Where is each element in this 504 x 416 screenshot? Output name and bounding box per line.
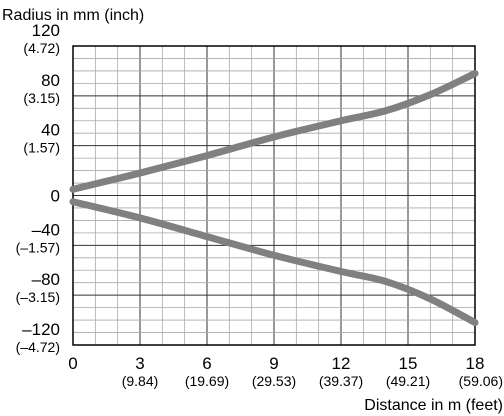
x-tick: 12(39.37) [319, 354, 363, 389]
y-tick-label: 120 [32, 21, 60, 40]
x-tick-label: 6 [202, 354, 211, 373]
y-tick: –120(–4.72) [16, 320, 60, 355]
x-tick-sublabel: (39.37) [319, 373, 363, 389]
y-axis-title: Radius in mm (inch) [2, 7, 144, 24]
series-line-lower [69, 198, 479, 327]
x-tick: 18(59.06) [459, 354, 503, 389]
y-tick-sublabel: (–3.15) [16, 289, 60, 305]
y-tick: 120(4.72) [23, 21, 60, 56]
x-tick: 15(49.21) [386, 354, 430, 389]
y-tick-sublabel: (3.15) [23, 90, 60, 106]
x-tick-sublabel: (29.53) [252, 373, 296, 389]
grid [72, 45, 476, 346]
y-tick-label: 80 [41, 71, 60, 90]
x-tick: 9(29.53) [252, 354, 296, 389]
x-tick: 6(19.69) [185, 354, 229, 389]
x-tick-label: 3 [135, 354, 144, 373]
x-tick-sublabel: (9.84) [122, 373, 159, 389]
x-tick-label: 0 [68, 354, 77, 373]
x-tick-sublabel: (49.21) [386, 373, 430, 389]
x-tick-label: 9 [269, 354, 278, 373]
x-tick: 0 [68, 354, 77, 373]
y-tick-label: –120 [22, 320, 60, 339]
x-tick-sublabel: (59.06) [459, 373, 503, 389]
x-tick-label: 12 [332, 354, 351, 373]
y-tick-sublabel: (4.72) [23, 40, 60, 56]
y-tick: 80(3.15) [23, 71, 60, 106]
y-tick-label: 40 [41, 121, 60, 140]
y-tick: 0 [51, 187, 60, 206]
y-tick-sublabel: (–4.72) [16, 339, 60, 355]
y-tick-label: –80 [32, 270, 60, 289]
y-tick: –40(–1.57) [16, 220, 60, 255]
y-tick: –80(–3.15) [16, 270, 60, 305]
x-tick: 3(9.84) [122, 354, 159, 389]
x-tick-label: 15 [399, 354, 418, 373]
y-tick-label: –40 [32, 220, 60, 239]
y-tick-label: 0 [51, 187, 60, 206]
plot-frame [72, 45, 476, 346]
x-tick-sublabel: (19.69) [185, 373, 229, 389]
x-tick-label: 18 [466, 354, 485, 373]
y-tick: 40(1.57) [23, 121, 60, 156]
series-lines [69, 69, 479, 327]
y-tick-sublabel: (–1.57) [16, 239, 60, 255]
x-tick-labels: 0 3(9.84) 6(19.69) 9(29.53) 12(39.37) 15(49.2… [68, 354, 503, 389]
y-tick-sublabel: (1.57) [23, 140, 60, 156]
x-axis-title: Distance in m (feet) [364, 397, 503, 414]
y-tick-labels: 120(4.72)80(3.15)40(1.57)0–40(–1.57)–80(… [16, 21, 60, 355]
series-line-upper [69, 69, 479, 193]
